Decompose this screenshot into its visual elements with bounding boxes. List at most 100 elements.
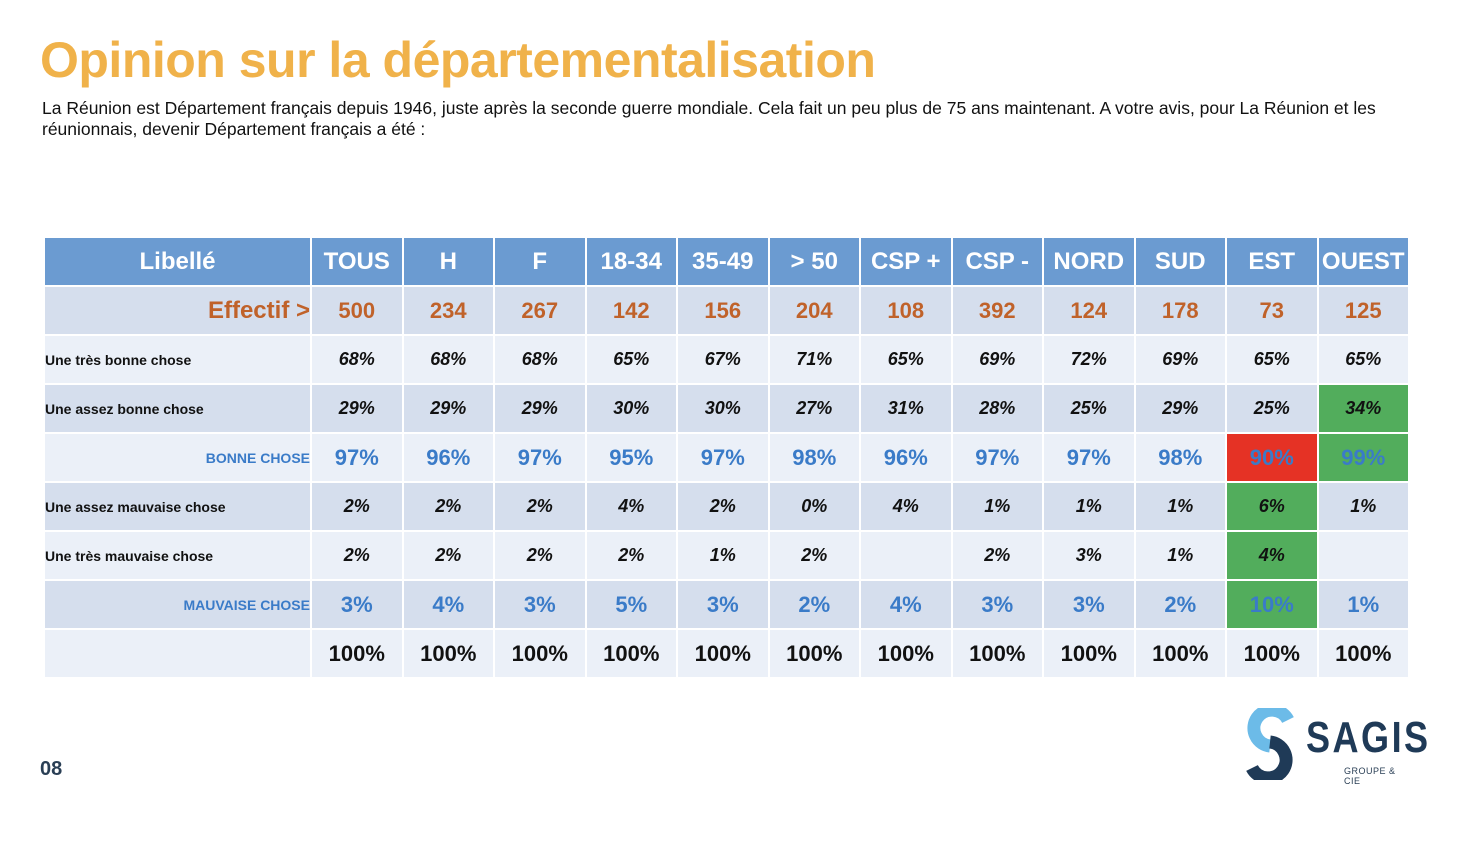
value-cell: 2% bbox=[493, 530, 587, 581]
value-cell: 1% bbox=[1316, 579, 1410, 630]
value-cell: 30% bbox=[584, 383, 678, 434]
table-row: Une assez mauvaise chose 2% 2% 2% 4% 2% … bbox=[43, 481, 1410, 532]
logo-tagline: GROUPE & CIE bbox=[1344, 766, 1396, 786]
table-row: Une très mauvaise chose 2% 2% 2% 2% 1% 2… bbox=[43, 530, 1410, 581]
value-cell: 1% bbox=[1133, 481, 1227, 532]
value-cell: 3% bbox=[310, 579, 404, 630]
effectif-cell: 204 bbox=[767, 285, 861, 336]
value-cell: 29% bbox=[493, 383, 587, 434]
value-cell: 90% bbox=[1225, 432, 1319, 483]
header-cell: NORD bbox=[1042, 236, 1136, 287]
value-cell: 2% bbox=[493, 481, 587, 532]
value-cell bbox=[1316, 530, 1410, 581]
row-label: Une très bonne chose bbox=[43, 334, 312, 385]
value-cell: 97% bbox=[493, 432, 587, 483]
value-cell: 6% bbox=[1225, 481, 1319, 532]
value-cell: 2% bbox=[767, 579, 861, 630]
value-cell: 31% bbox=[859, 383, 953, 434]
header-cell: CSP - bbox=[950, 236, 1044, 287]
value-cell: 100% bbox=[493, 628, 587, 679]
effectif-cell: 500 bbox=[310, 285, 404, 336]
value-cell: 29% bbox=[1133, 383, 1227, 434]
value-cell: 68% bbox=[493, 334, 587, 385]
row-label: MAUVAISE CHOSE bbox=[43, 579, 312, 630]
value-cell: 69% bbox=[1133, 334, 1227, 385]
value-cell: 0% bbox=[767, 481, 861, 532]
header-cell: EST bbox=[1225, 236, 1319, 287]
table-row: Une très bonne chose 68% 68% 68% 65% 67%… bbox=[43, 334, 1410, 385]
sagis-logo: SAGIS GROUPE & CIE bbox=[1244, 708, 1428, 786]
effectif-cell: 156 bbox=[676, 285, 770, 336]
value-cell: 3% bbox=[1042, 530, 1136, 581]
value-cell: 97% bbox=[950, 432, 1044, 483]
value-cell: 1% bbox=[1316, 481, 1410, 532]
value-cell: 2% bbox=[310, 530, 404, 581]
value-cell: 65% bbox=[859, 334, 953, 385]
row-label: BONNE CHOSE bbox=[43, 432, 312, 483]
value-cell: 95% bbox=[584, 432, 678, 483]
value-cell: 3% bbox=[676, 579, 770, 630]
value-cell: 10% bbox=[1225, 579, 1319, 630]
value-cell: 2% bbox=[767, 530, 861, 581]
header-cell: TOUS bbox=[310, 236, 404, 287]
value-cell: 100% bbox=[1042, 628, 1136, 679]
value-cell: 98% bbox=[1133, 432, 1227, 483]
value-cell: 72% bbox=[1042, 334, 1136, 385]
value-cell: 2% bbox=[676, 481, 770, 532]
value-cell: 1% bbox=[950, 481, 1044, 532]
header-cell: F bbox=[493, 236, 587, 287]
value-cell: 67% bbox=[676, 334, 770, 385]
value-cell: 100% bbox=[584, 628, 678, 679]
row-label: Une assez bonne chose bbox=[43, 383, 312, 434]
value-cell: 99% bbox=[1316, 432, 1410, 483]
value-cell: 65% bbox=[1316, 334, 1410, 385]
value-cell: 2% bbox=[950, 530, 1044, 581]
value-cell: 69% bbox=[950, 334, 1044, 385]
value-cell: 25% bbox=[1225, 383, 1319, 434]
value-cell: 34% bbox=[1316, 383, 1410, 434]
value-cell: 4% bbox=[401, 579, 495, 630]
value-cell: 100% bbox=[859, 628, 953, 679]
effectif-cell: 73 bbox=[1225, 285, 1319, 336]
value-cell: 96% bbox=[859, 432, 953, 483]
value-cell: 100% bbox=[310, 628, 404, 679]
row-label: Une assez mauvaise chose bbox=[43, 481, 312, 532]
effectif-cell: 178 bbox=[1133, 285, 1227, 336]
value-cell: 100% bbox=[767, 628, 861, 679]
value-cell: 98% bbox=[767, 432, 861, 483]
value-cell: 3% bbox=[1042, 579, 1136, 630]
value-cell: 97% bbox=[310, 432, 404, 483]
header-cell: OUEST bbox=[1316, 236, 1410, 287]
header-cell: CSP + bbox=[859, 236, 953, 287]
value-cell: 2% bbox=[401, 481, 495, 532]
value-cell: 1% bbox=[676, 530, 770, 581]
value-cell: 4% bbox=[584, 481, 678, 532]
value-cell: 100% bbox=[950, 628, 1044, 679]
value-cell: 2% bbox=[584, 530, 678, 581]
effectif-cell: 142 bbox=[584, 285, 678, 336]
effectif-row: Effectif > 500 234 267 142 156 204 108 3… bbox=[43, 285, 1410, 336]
value-cell: 65% bbox=[584, 334, 678, 385]
row-label: Une très mauvaise chose bbox=[43, 530, 312, 581]
header-cell: 18-34 bbox=[584, 236, 678, 287]
value-cell: 68% bbox=[310, 334, 404, 385]
table-row-total-mauvaise: MAUVAISE CHOSE 3% 4% 3% 5% 3% 2% 4% 3% 3… bbox=[43, 579, 1410, 630]
value-cell: 1% bbox=[1042, 481, 1136, 532]
logo-wordmark: SAGIS bbox=[1306, 713, 1431, 762]
value-cell: 29% bbox=[401, 383, 495, 434]
value-cell: 30% bbox=[676, 383, 770, 434]
effectif-cell: 392 bbox=[950, 285, 1044, 336]
value-cell: 2% bbox=[401, 530, 495, 581]
header-cell: H bbox=[401, 236, 495, 287]
effectif-cell: 234 bbox=[401, 285, 495, 336]
header-cell: 35-49 bbox=[676, 236, 770, 287]
value-cell: 5% bbox=[584, 579, 678, 630]
question-text: La Réunion est Département français depu… bbox=[42, 98, 1376, 139]
value-cell: 97% bbox=[676, 432, 770, 483]
header-libelle: Libellé bbox=[43, 236, 312, 287]
effectif-cell: 108 bbox=[859, 285, 953, 336]
value-cell: 68% bbox=[401, 334, 495, 385]
value-cell: 100% bbox=[1133, 628, 1227, 679]
value-cell: 96% bbox=[401, 432, 495, 483]
effectif-cell: 124 bbox=[1042, 285, 1136, 336]
